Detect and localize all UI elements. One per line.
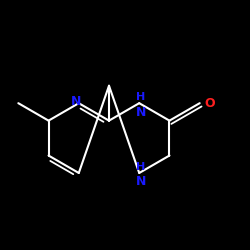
Text: H: H bbox=[136, 92, 145, 102]
Text: O: O bbox=[204, 97, 215, 110]
Text: N: N bbox=[71, 95, 81, 108]
Text: N: N bbox=[136, 175, 146, 188]
Text: H: H bbox=[136, 162, 145, 172]
Text: N: N bbox=[136, 106, 146, 118]
